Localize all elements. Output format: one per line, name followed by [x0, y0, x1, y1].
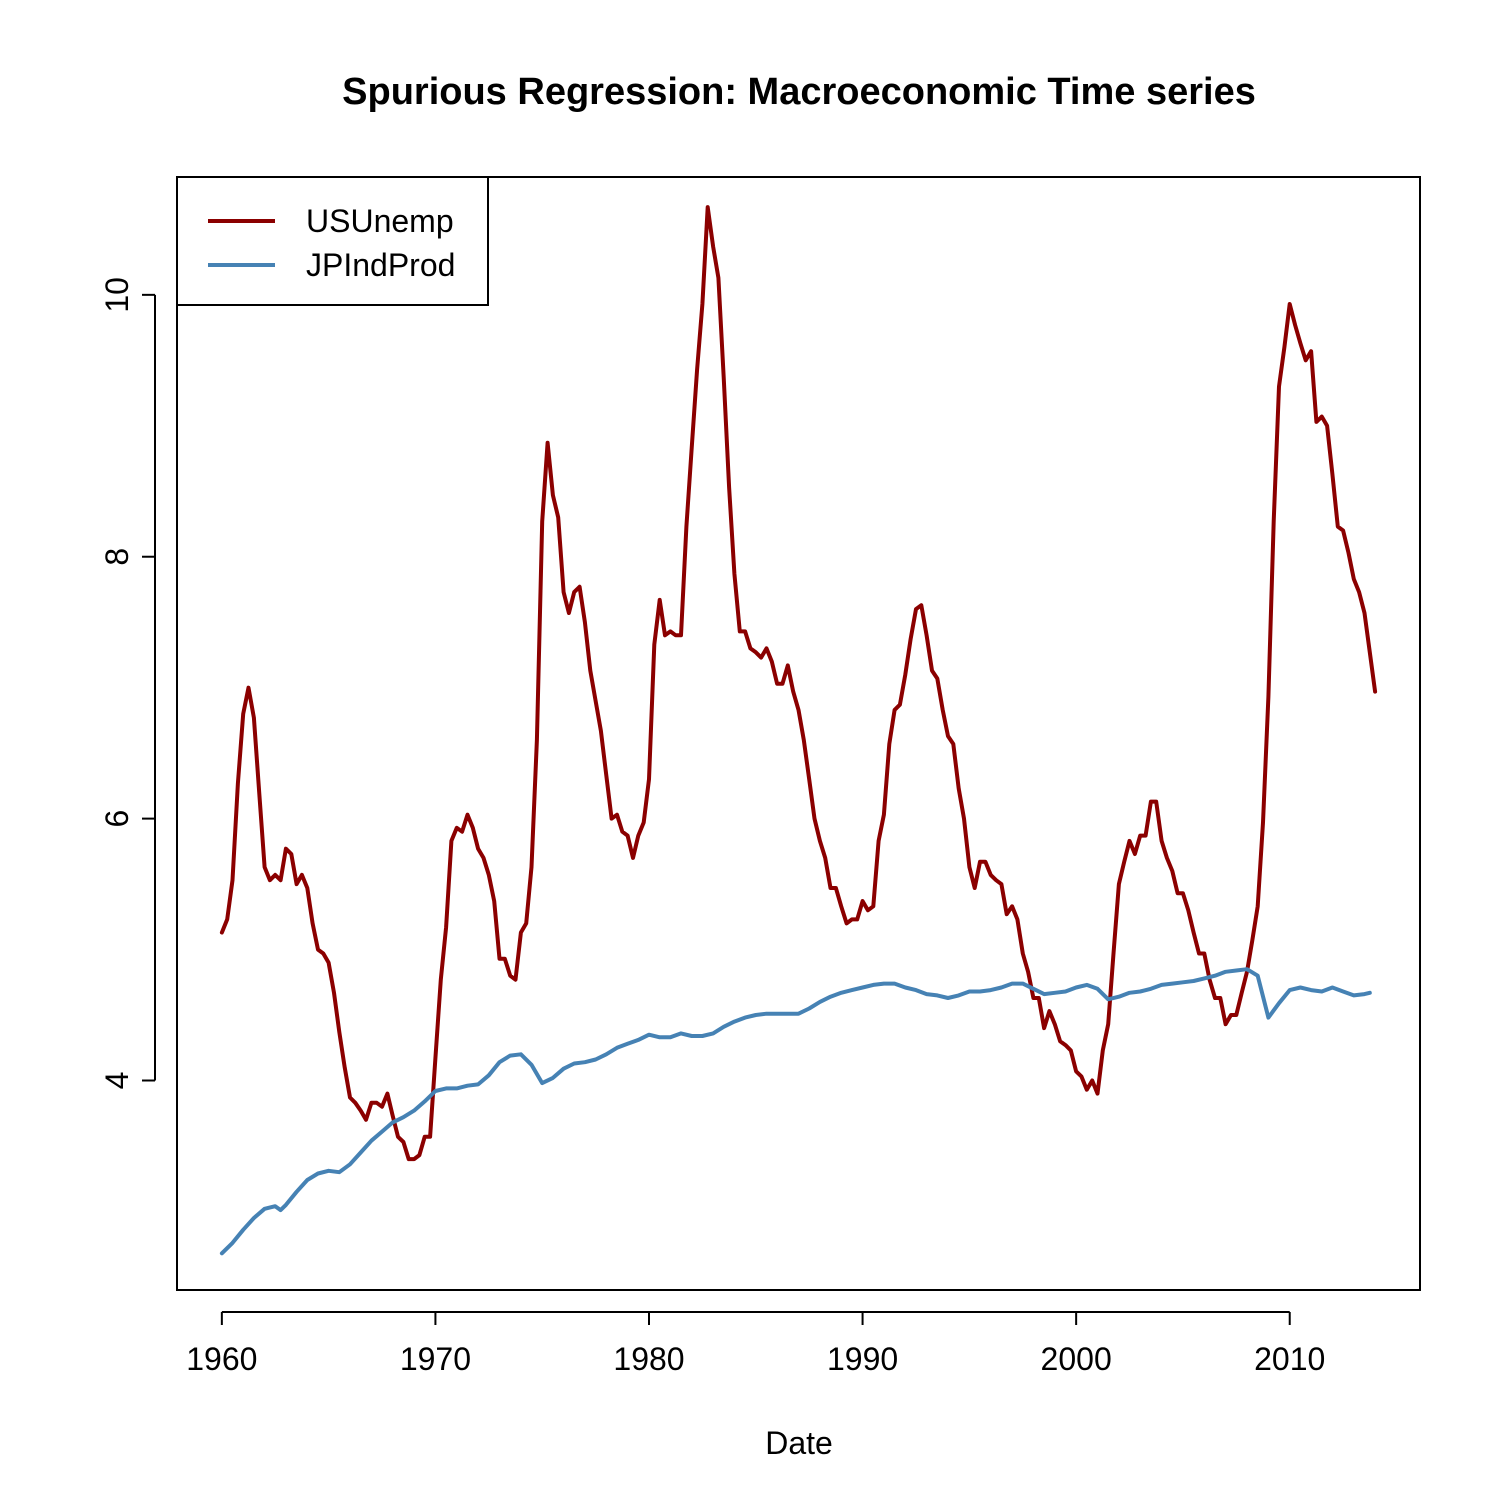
y-tick-label: 10	[99, 277, 135, 313]
x-tick-label: 2000	[1041, 1341, 1112, 1377]
x-tick-label: 1970	[400, 1341, 471, 1377]
legend: USUnemp JPIndProd	[176, 176, 489, 306]
x-axis: 1960 1970 1980 1990 2000 2010	[186, 1311, 1325, 1377]
x-tick-label: 1980	[613, 1341, 684, 1377]
legend-label-jpindprod: JPIndProd	[306, 247, 455, 283]
y-tick-label: 6	[99, 810, 135, 828]
y-tick-label: 4	[99, 1072, 135, 1090]
legend-label-usunemp: USUnemp	[306, 203, 454, 239]
y-tick-label: 8	[99, 548, 135, 566]
y-axis: 4 6 8 10	[99, 277, 156, 1090]
chart-title: Spurious Regression: Macroeconomic Time …	[342, 71, 1256, 113]
x-tick-label: 1990	[827, 1341, 898, 1377]
series-line-jpindprod	[219, 967, 1372, 1256]
legend-box	[176, 176, 489, 306]
plot-frame	[176, 176, 1421, 1291]
x-tick-label: 2010	[1254, 1341, 1325, 1377]
x-tick-label: 1960	[186, 1341, 257, 1377]
series-layer	[219, 205, 1378, 1256]
x-axis-label: Date	[765, 1425, 833, 1461]
series-line-usunemp	[219, 205, 1378, 1162]
